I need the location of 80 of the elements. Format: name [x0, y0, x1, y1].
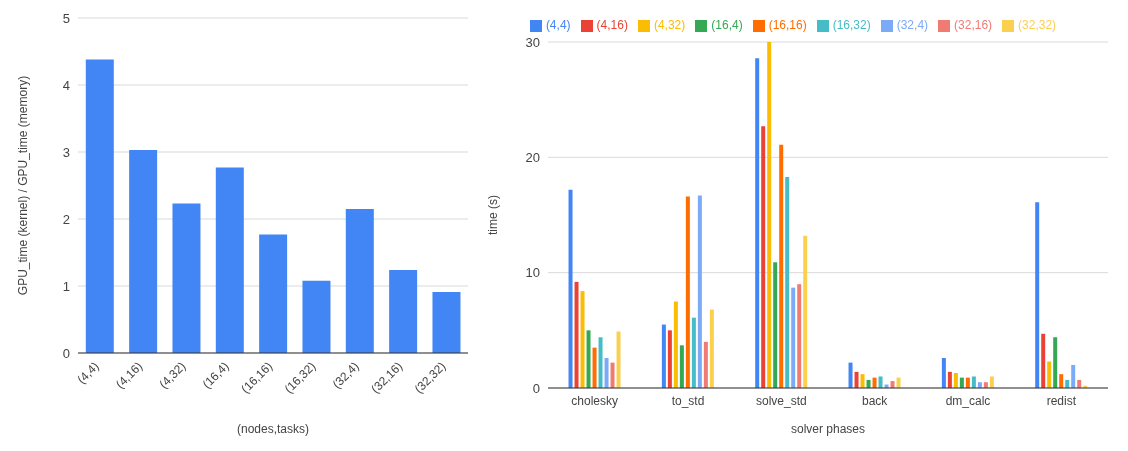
- bar: [661, 324, 666, 388]
- bar: [85, 59, 114, 353]
- bar: [574, 281, 579, 388]
- x-axis-title: solver phases: [790, 422, 866, 436]
- y-axis-title: GPU_time (kernel) / GPU_time (memory): [16, 75, 31, 296]
- bar: [703, 341, 708, 388]
- x-tick-label: to_std: [671, 393, 705, 408]
- y-tick-label: 5: [62, 10, 70, 26]
- bar: [755, 58, 760, 388]
- bar: [878, 376, 883, 388]
- bar: [673, 301, 678, 388]
- legend-label: (16,16): [768, 18, 807, 32]
- bar: [592, 347, 597, 388]
- bar: [947, 371, 952, 388]
- x-axis-title: (nodes,tasks): [236, 422, 310, 436]
- legend-label: (16,32): [832, 18, 871, 32]
- bar: [610, 362, 615, 388]
- bar: [129, 149, 158, 353]
- y-tick-label: 3: [62, 144, 70, 160]
- bar: [848, 362, 853, 388]
- x-tick-label: back: [861, 393, 889, 408]
- x-tick-label: cholesky: [571, 393, 619, 408]
- bar: [345, 208, 374, 353]
- bar: [779, 144, 784, 388]
- legend-label: (32,4): [896, 18, 929, 32]
- bar: [803, 235, 808, 388]
- bar: [989, 376, 994, 388]
- bar: [773, 262, 778, 388]
- legend-label: (16,4): [711, 18, 743, 32]
- bar: [761, 126, 766, 388]
- bar: [616, 331, 621, 388]
- x-tick-label: solve_std: [755, 393, 807, 408]
- y-tick-label: 1: [62, 278, 70, 294]
- bar: [767, 42, 772, 388]
- bar: [679, 345, 684, 388]
- y-tick-label: 4: [62, 77, 70, 93]
- bar: [785, 176, 790, 388]
- bar: [685, 196, 690, 388]
- legend-label: (4,32): [653, 18, 686, 32]
- y-tick-label: 30: [525, 34, 540, 50]
- bar: [791, 287, 796, 388]
- bar: [697, 195, 702, 388]
- bar: [1053, 337, 1058, 388]
- bar: [854, 371, 859, 388]
- legend-label: (32,32): [1018, 18, 1057, 32]
- bar: [667, 330, 672, 388]
- y-tick-label: 0: [532, 380, 540, 396]
- bar: [953, 373, 958, 388]
- bar: [389, 269, 418, 353]
- bar: [1041, 333, 1046, 388]
- bar: [1059, 374, 1064, 388]
- bar: [860, 374, 865, 388]
- y-tick-label: 10: [525, 265, 540, 281]
- bar: [568, 189, 573, 388]
- legend-label: (4,16): [596, 18, 628, 32]
- bar: [598, 337, 603, 388]
- bar: [586, 330, 591, 388]
- x-tick-label: redist: [1046, 393, 1077, 408]
- bar: [302, 280, 331, 353]
- y-axis-title: time (s): [486, 195, 501, 235]
- bar: [432, 292, 461, 353]
- bar: [797, 284, 802, 388]
- y-tick-label: 20: [525, 149, 540, 165]
- legend-label: (32,16): [954, 18, 993, 32]
- y-tick-label: 2: [62, 211, 70, 227]
- bar: [971, 376, 976, 388]
- bar: [941, 358, 946, 388]
- x-tick-label: dm_calc: [945, 393, 991, 408]
- bar: [580, 291, 585, 388]
- bar: [1047, 361, 1052, 388]
- bar: [604, 358, 609, 388]
- bar: [259, 234, 288, 353]
- bar: [709, 309, 714, 388]
- bar: [215, 167, 244, 353]
- y-tick-label: 0: [62, 345, 70, 361]
- bar: [172, 203, 201, 353]
- bar: [691, 317, 696, 388]
- bar: [1071, 364, 1076, 388]
- legend-label: (4,4): [545, 18, 571, 32]
- bar: [1035, 202, 1040, 388]
